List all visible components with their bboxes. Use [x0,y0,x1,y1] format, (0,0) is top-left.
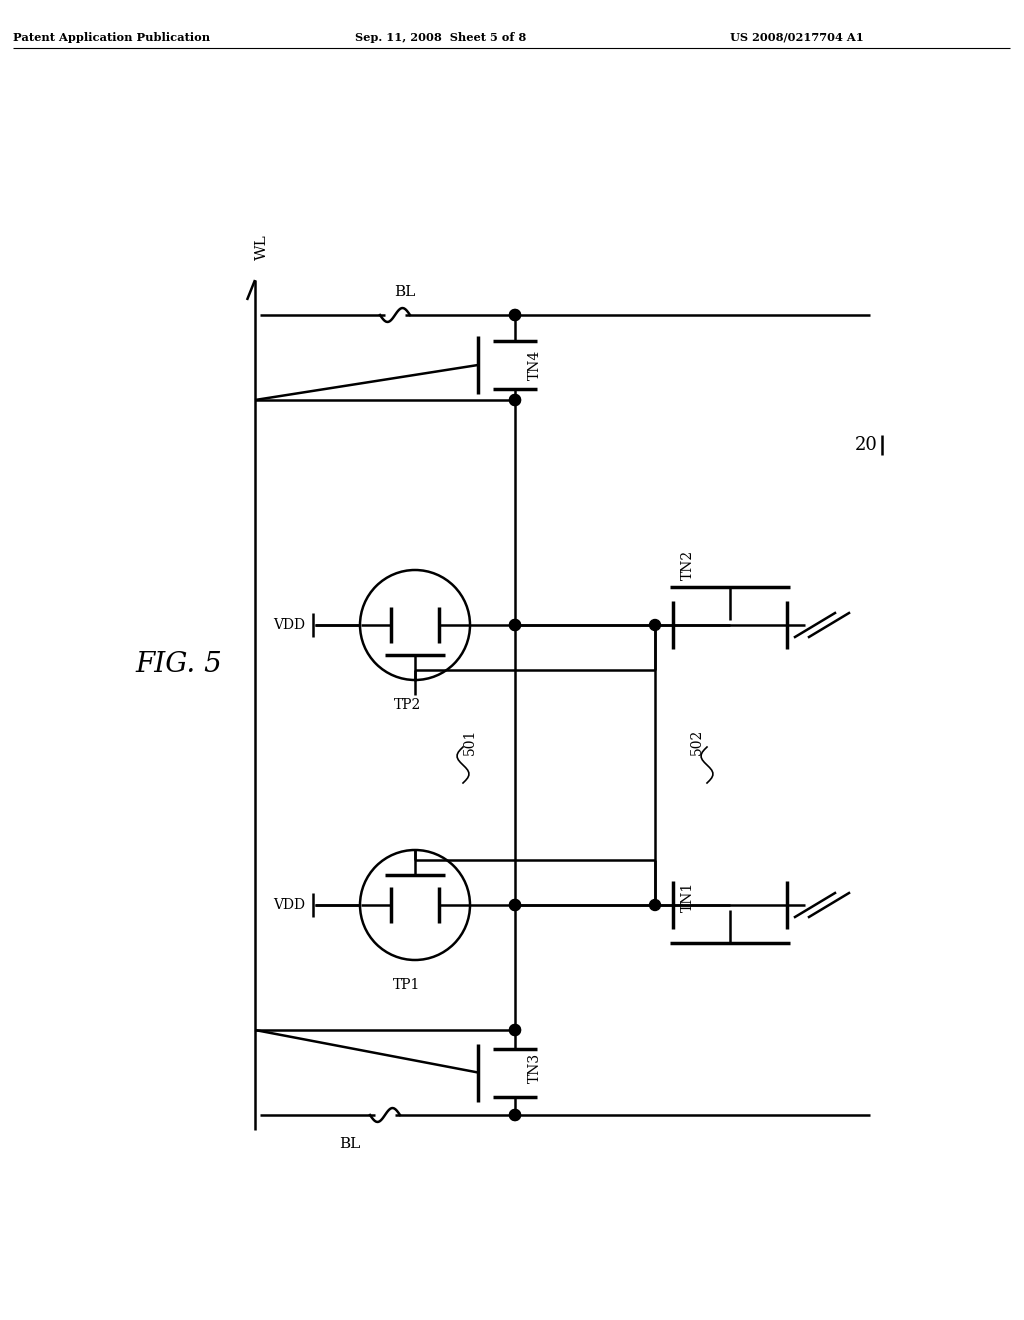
Circle shape [649,619,660,631]
Text: WL: WL [255,234,269,260]
Circle shape [510,619,520,631]
Text: BL: BL [339,1137,360,1151]
Circle shape [510,1024,520,1035]
Text: 20: 20 [855,436,878,454]
Circle shape [510,1110,520,1121]
Circle shape [649,899,660,911]
Text: 502: 502 [690,729,705,755]
Text: TN4: TN4 [528,350,542,380]
Circle shape [510,309,520,321]
Text: Sep. 11, 2008  Sheet 5 of 8: Sep. 11, 2008 Sheet 5 of 8 [355,32,526,44]
Circle shape [510,395,520,405]
Text: TN1: TN1 [681,882,695,912]
Circle shape [510,1024,520,1035]
Text: TP2: TP2 [393,698,421,711]
Text: BL: BL [394,285,416,300]
Circle shape [510,395,520,405]
Circle shape [510,899,520,911]
Circle shape [510,1110,520,1121]
Text: Patent Application Publication: Patent Application Publication [13,32,210,44]
Text: FIG. 5: FIG. 5 [135,652,222,678]
Text: TP1: TP1 [393,978,421,993]
Text: TN3: TN3 [528,1052,542,1082]
Text: US 2008/0217704 A1: US 2008/0217704 A1 [730,32,864,44]
Circle shape [510,619,520,631]
Circle shape [510,309,520,321]
Text: TN2: TN2 [681,550,695,579]
Text: VDD: VDD [273,898,305,912]
Text: 501: 501 [463,729,477,755]
Circle shape [510,899,520,911]
Text: VDD: VDD [273,618,305,632]
